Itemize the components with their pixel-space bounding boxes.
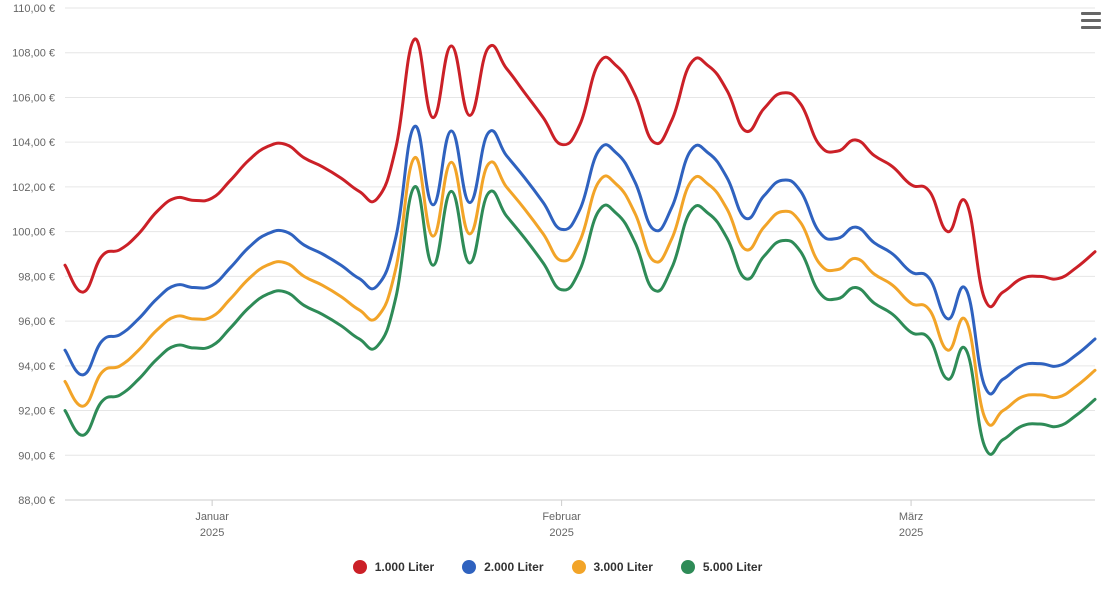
chart-menu-icon[interactable]: [1079, 8, 1103, 32]
price-chart: 88,00 € 90,00 € 92,00 € 94,00 € 96,00 € 98,00…: [0, 0, 1115, 608]
y-tick-label: 106,00 €: [12, 92, 55, 104]
y-tick-label: 94,00 €: [18, 361, 55, 373]
legend-item-s1000[interactable]: 1.000 Liter: [353, 560, 434, 574]
y-tick-label: 92,00 €: [18, 406, 55, 418]
y-tick-label: 96,00 €: [18, 316, 55, 328]
y-tick-label: 104,00 €: [12, 137, 55, 149]
legend-item-s2000[interactable]: 2.000 Liter: [462, 560, 543, 574]
legend-swatch: [681, 560, 695, 574]
y-tick-label: 100,00 €: [12, 227, 55, 239]
legend-label: 5.000 Liter: [703, 560, 762, 574]
legend-label: 2.000 Liter: [484, 560, 543, 574]
y-tick-label: 102,00 €: [12, 182, 55, 194]
y-tick-label: 110,00 €: [13, 3, 55, 15]
legend-label: 3.000 Liter: [594, 560, 653, 574]
x-tick-year: 2025: [899, 527, 923, 539]
x-tick-month: Februar: [542, 511, 581, 523]
legend-swatch: [462, 560, 476, 574]
chart-svg: 88,00 € 90,00 € 92,00 € 94,00 € 96,00 € 98,00…: [0, 0, 1115, 608]
x-tick-month: März: [899, 511, 923, 523]
y-tick-label: 108,00 €: [12, 48, 55, 60]
legend-item-s5000[interactable]: 5.000 Liter: [681, 560, 762, 574]
x-tick-year: 2025: [200, 527, 224, 539]
legend: 1.000 Liter 2.000 Liter 3.000 Liter 5.000 L…: [0, 560, 1115, 577]
legend-swatch: [572, 560, 586, 574]
legend-item-s3000[interactable]: 3.000 Liter: [572, 560, 653, 574]
legend-swatch: [353, 560, 367, 574]
y-tick-label: 88,00 €: [18, 495, 55, 507]
x-tick-month: Januar: [195, 511, 229, 523]
legend-label: 1.000 Liter: [375, 560, 434, 574]
x-tick-year: 2025: [549, 527, 573, 539]
y-tick-label: 90,00 €: [18, 450, 55, 462]
y-tick-label: 98,00 €: [18, 271, 55, 283]
